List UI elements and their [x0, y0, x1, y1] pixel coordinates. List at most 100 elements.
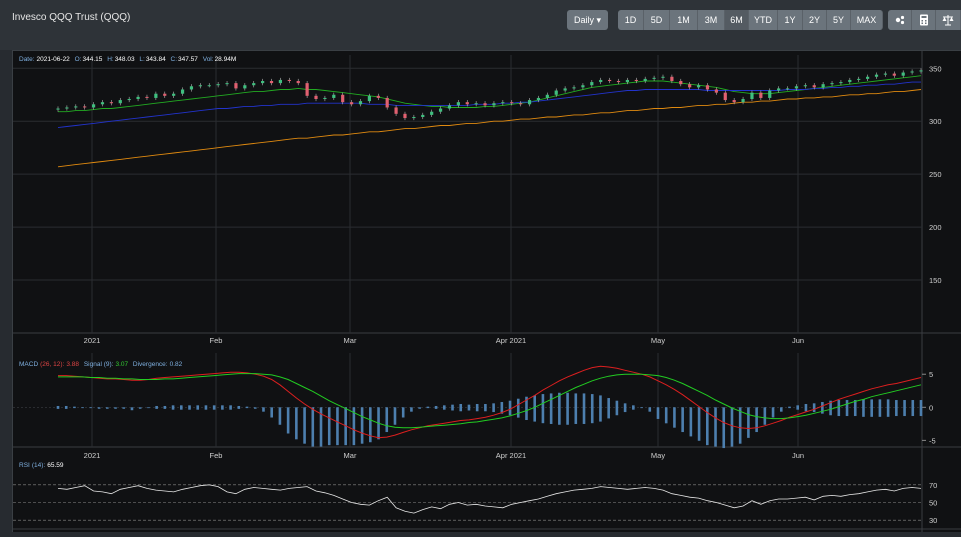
- macd-line: [58, 365, 922, 439]
- candle-body: [145, 96, 149, 98]
- candle-body: [261, 81, 265, 84]
- range-button-1y[interactable]: 1Y: [778, 10, 803, 30]
- macd-histogram-bar: [500, 402, 504, 414]
- macd-histogram-bar: [138, 407, 142, 409]
- time-axis-tick: Apr 2021: [496, 451, 526, 460]
- candle-body: [385, 97, 389, 108]
- range-button-2y[interactable]: 2Y: [803, 10, 827, 30]
- range-button-5d[interactable]: 5D: [644, 10, 670, 30]
- candle-body: [910, 71, 914, 73]
- macd-histogram-bar: [221, 405, 224, 410]
- macd-histogram-bar: [492, 403, 495, 413]
- candle-body: [100, 102, 105, 105]
- range-button-max[interactable]: MAX: [851, 10, 883, 30]
- time-axis-tick: Feb: [210, 451, 223, 460]
- candle-body: [901, 72, 905, 76]
- settings-icon[interactable]: [888, 10, 912, 30]
- macd-histogram-bar: [903, 400, 906, 417]
- price-axis-tick: 250: [929, 170, 942, 179]
- macd-histogram-bar: [664, 407, 668, 424]
- candle-body: [358, 101, 363, 105]
- macd-histogram-bar: [615, 400, 619, 416]
- candle-body: [696, 85, 701, 88]
- macd-histogram-bar: [812, 403, 816, 413]
- candle-body: [287, 79, 291, 81]
- macd-histogram-bar: [303, 407, 306, 444]
- candle-body: [527, 100, 532, 105]
- candle-body: [732, 100, 736, 103]
- macd-histogram-bar: [360, 407, 364, 444]
- rsi-axis-tick: 30: [929, 516, 937, 525]
- candle-body: [830, 83, 834, 85]
- macd-histogram-bar: [919, 400, 923, 417]
- candle-body: [590, 82, 594, 86]
- macd-histogram-bar: [730, 407, 734, 447]
- range-button-1d[interactable]: 1D: [618, 10, 644, 30]
- time-axis-tick: Apr 2021: [496, 336, 526, 345]
- candle-body: [501, 102, 505, 104]
- macd-histogram-bar: [738, 407, 742, 444]
- candle-body: [777, 88, 781, 91]
- candle-body: [563, 88, 567, 91]
- macd-histogram-bar: [311, 407, 315, 447]
- balance-icon[interactable]: [936, 10, 961, 30]
- candle-body: [305, 83, 309, 96]
- time-axis-tick: Feb: [210, 336, 223, 345]
- candle-body: [278, 79, 283, 84]
- macd-histogram-bar: [623, 403, 627, 413]
- rsi-legend: RSI (14): 65.59: [19, 462, 64, 469]
- range-button-3m[interactable]: 3M: [698, 10, 725, 30]
- price-axis-tick: 350: [929, 64, 942, 73]
- price-axis-tick: 200: [929, 223, 942, 232]
- candle-body: [759, 92, 763, 98]
- time-axis-tick: Mar: [344, 451, 357, 460]
- candle-body: [483, 103, 487, 106]
- candle-body: [599, 79, 603, 83]
- candle-body: [74, 106, 78, 108]
- macd-histogram-bar: [89, 407, 93, 409]
- macd-histogram-bar: [327, 407, 331, 446]
- candle-body: [207, 85, 211, 87]
- macd-histogram-bar: [179, 405, 183, 410]
- time-axis-tick: Jun: [792, 336, 804, 345]
- range-button-1m[interactable]: 1M: [670, 10, 698, 30]
- macd-histogram-bar: [393, 407, 397, 425]
- range-button-ytd[interactable]: YTD: [749, 10, 778, 30]
- time-axis-tick: May: [651, 451, 665, 460]
- time-axis-tick: 2021: [84, 451, 101, 460]
- candle-body: [705, 85, 710, 90]
- candle-body: [643, 78, 647, 81]
- candle-body: [56, 108, 60, 110]
- price-axis-tick: 150: [929, 276, 942, 285]
- candle-body: [198, 85, 202, 87]
- macd-axis-tick: 5: [929, 370, 933, 379]
- candle-body: [688, 84, 692, 88]
- candle-body: [848, 79, 852, 83]
- candle-body: [172, 93, 176, 96]
- calculator-icon[interactable]: [912, 10, 936, 30]
- macd-histogram-bar: [533, 395, 537, 422]
- macd-histogram-bar: [56, 405, 60, 409]
- macd-histogram-bar: [648, 407, 652, 412]
- candle-body: [821, 84, 825, 88]
- macd-histogram-bar: [410, 407, 413, 412]
- macd-histogram-bar: [278, 407, 282, 425]
- range-button-6m[interactable]: 6M: [725, 10, 749, 30]
- macd-histogram-bar: [336, 407, 339, 446]
- time-axis-tick: 2021: [84, 336, 101, 345]
- macd-histogram-bar: [590, 394, 594, 424]
- candle-body: [714, 89, 718, 93]
- macd-histogram-bar: [747, 407, 750, 438]
- interval-dropdown[interactable]: Daily ▾: [567, 10, 608, 30]
- range-button-5y[interactable]: 5Y: [827, 10, 851, 30]
- macd-histogram-bar: [599, 395, 602, 422]
- macd-histogram-bar: [467, 404, 471, 411]
- macd-histogram-bar: [475, 404, 479, 412]
- candle-body: [572, 87, 576, 89]
- macd-histogram-bar: [73, 406, 76, 409]
- macd-histogram-bar: [886, 399, 890, 417]
- rsi-axis-tick: 50: [929, 499, 937, 508]
- macd-histogram-bar: [155, 405, 158, 409]
- macd-histogram-bar: [426, 406, 430, 409]
